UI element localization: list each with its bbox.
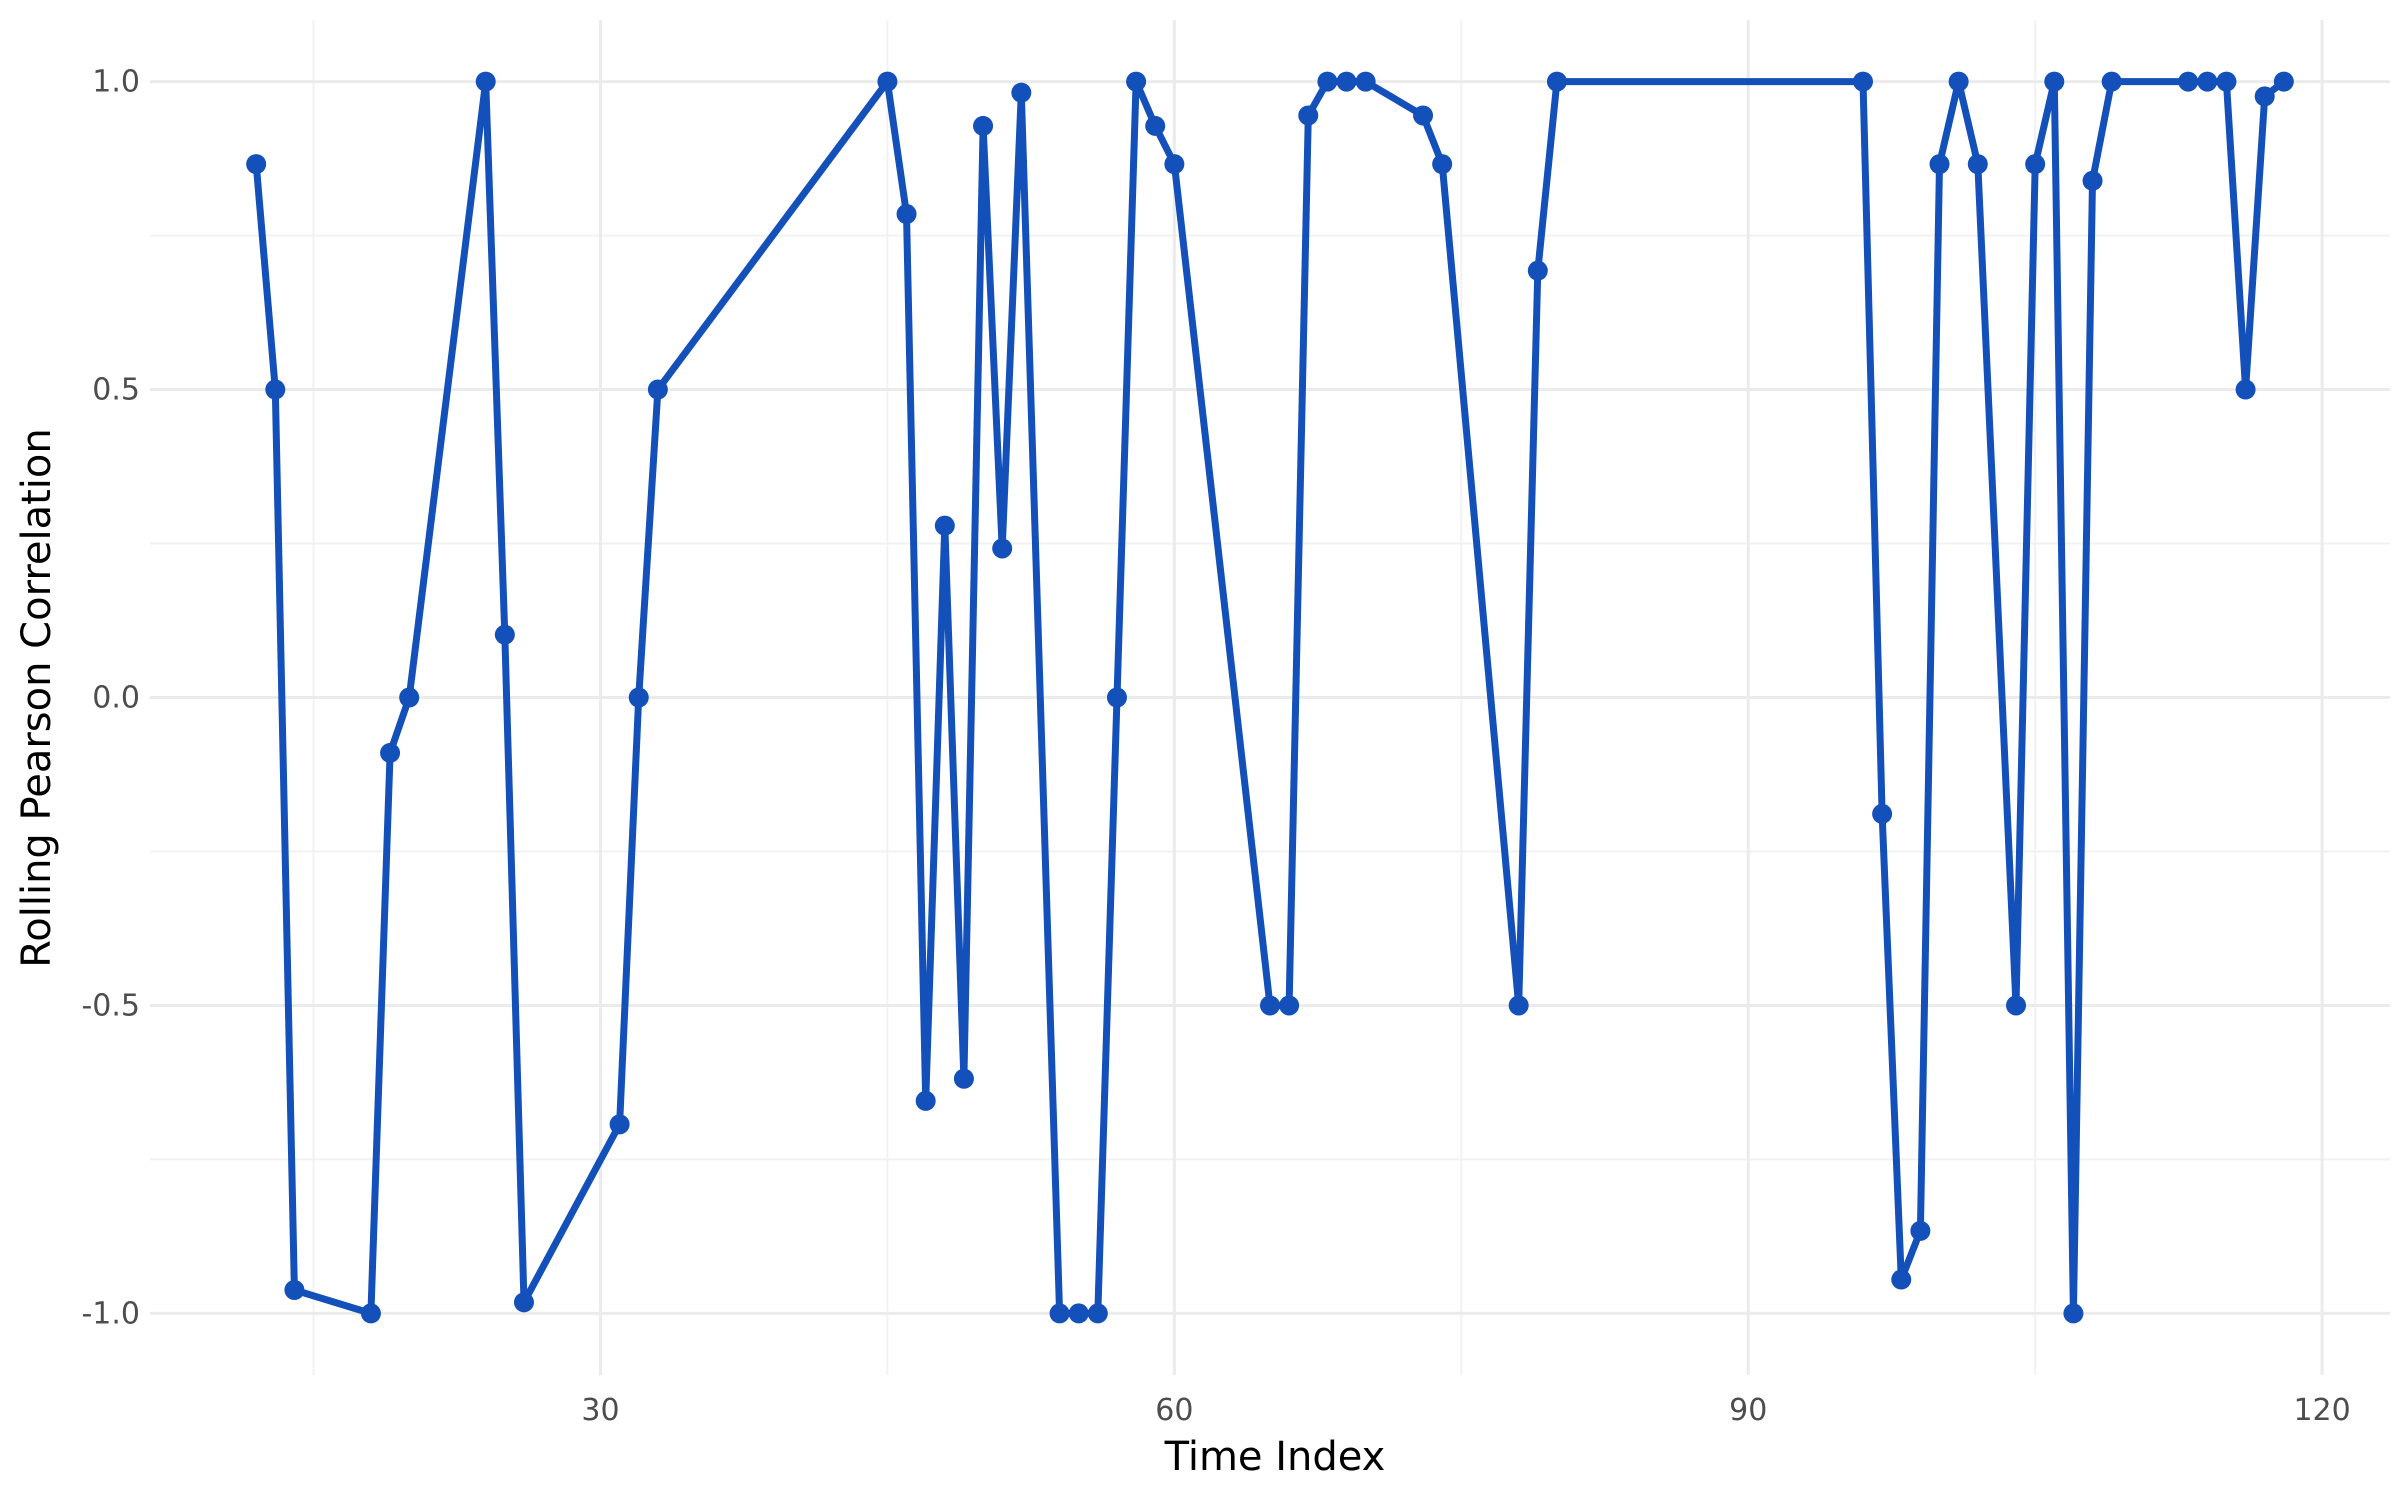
- data-point: [399, 687, 420, 708]
- y-tick-label: 0.5: [92, 373, 140, 408]
- data-point: [609, 1114, 630, 1135]
- data-point: [1413, 105, 1434, 126]
- data-point: [1355, 71, 1376, 92]
- data-point: [1948, 71, 1969, 92]
- x-tick-label: 30: [581, 1393, 619, 1428]
- data-point: [1068, 1303, 1089, 1324]
- data-point: [380, 742, 401, 763]
- data-point: [1106, 687, 1127, 708]
- data-point: [915, 1090, 936, 1111]
- data-point: [2197, 71, 2218, 92]
- data-point: [896, 204, 917, 225]
- data-point: [992, 538, 1013, 559]
- data-point: [2063, 1303, 2084, 1324]
- data-point: [2178, 71, 2199, 92]
- y-tick-label: -1.0: [81, 1296, 140, 1331]
- data-point: [1929, 154, 1950, 175]
- data-point: [2006, 995, 2027, 1016]
- y-axis-ticks: -1.0 -0.5 0.0 0.5 1.0: [81, 65, 140, 1332]
- x-tick-label: 120: [2293, 1393, 2350, 1428]
- data-point: [1049, 1303, 1070, 1324]
- data-point: [1126, 71, 1147, 92]
- data-point: [1145, 115, 1166, 136]
- data-point: [1546, 71, 1567, 92]
- data-point: [1872, 803, 1893, 824]
- data-point: [1279, 995, 1300, 1016]
- data-point: [360, 1303, 381, 1324]
- y-axis-title: Rolling Pearson Correlation: [14, 428, 60, 967]
- y-tick-label: -0.5: [81, 988, 140, 1023]
- data-point: [1527, 260, 1548, 281]
- data-point: [2044, 71, 2065, 92]
- data-point: [877, 71, 898, 92]
- data-point: [1011, 82, 1032, 103]
- data-point: [1260, 995, 1280, 1016]
- data-point: [284, 1280, 305, 1301]
- data-point: [1910, 1220, 1931, 1241]
- data-point: [2216, 71, 2237, 92]
- data-point: [628, 687, 649, 708]
- data-point: [2101, 71, 2122, 92]
- data-point: [246, 154, 267, 175]
- x-tick-label: 60: [1155, 1393, 1193, 1428]
- data-point: [1852, 71, 1873, 92]
- x-axis-title: Time Index: [1164, 1434, 1386, 1480]
- data-point: [513, 1292, 534, 1313]
- data-point: [1432, 154, 1453, 175]
- x-tick-label: 90: [1729, 1393, 1767, 1428]
- data-point: [647, 379, 668, 400]
- data-point: [1336, 71, 1357, 92]
- y-tick-label: 0.0: [92, 681, 140, 716]
- data-point: [934, 515, 955, 536]
- series-points-layer: [246, 71, 2294, 1324]
- data-point: [494, 624, 515, 645]
- data-point: [2273, 71, 2294, 92]
- data-point: [1164, 154, 1185, 175]
- y-tick-label: 1.0: [92, 65, 140, 100]
- data-point: [475, 71, 496, 92]
- data-point: [1891, 1269, 1912, 1290]
- data-point: [1087, 1303, 1108, 1324]
- data-point: [2025, 154, 2046, 175]
- data-point: [1317, 71, 1338, 92]
- x-axis-ticks: 30 60 90 120: [581, 1393, 2350, 1428]
- data-point: [2082, 170, 2103, 191]
- data-point: [2254, 86, 2275, 107]
- data-point: [973, 115, 994, 136]
- data-point: [1298, 105, 1319, 126]
- data-point: [953, 1068, 974, 1089]
- data-point: [2235, 379, 2256, 400]
- data-point: [1967, 154, 1988, 175]
- data-point: [265, 379, 286, 400]
- data-point: [1508, 995, 1529, 1016]
